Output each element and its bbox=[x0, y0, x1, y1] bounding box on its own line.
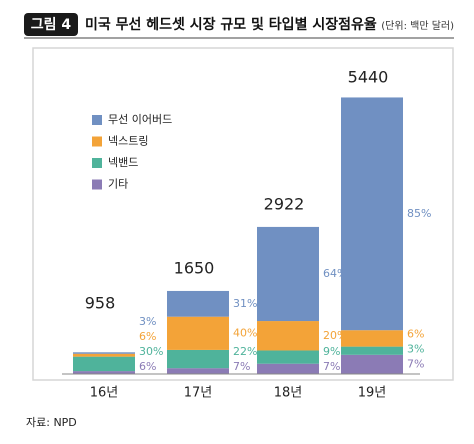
value-label: 3% bbox=[139, 315, 156, 328]
bar-segment bbox=[257, 321, 319, 351]
badge-bg bbox=[24, 13, 78, 36]
legend-label: 무선 이어버드 bbox=[108, 113, 172, 126]
legend-label: 기타 bbox=[108, 178, 128, 191]
value-label: 9% bbox=[323, 345, 340, 358]
legend-label: 넥밴드 bbox=[108, 156, 138, 169]
value-label: 85% bbox=[407, 207, 431, 220]
title: 미국 무선 헤드셋 시장 규모 및 타입별 시장점유율 bbox=[85, 16, 377, 33]
unit: (단위: 백만 달러) bbox=[381, 19, 454, 32]
value-label: 3% bbox=[407, 342, 424, 355]
x-tick-label: 19년 bbox=[358, 386, 387, 401]
bar-segment bbox=[167, 316, 229, 350]
total-label: 1650 bbox=[174, 258, 215, 277]
bar-segment bbox=[257, 350, 319, 364]
total-label: 5440 bbox=[348, 68, 389, 87]
bar-segment bbox=[341, 346, 403, 355]
bar-segment bbox=[73, 352, 135, 354]
bar-segment bbox=[341, 330, 403, 347]
bar-segment bbox=[257, 226, 319, 322]
x-tick-label: 17년 bbox=[184, 386, 213, 401]
value-label: 7% bbox=[407, 357, 424, 370]
value-label: 6% bbox=[139, 360, 156, 373]
value-label: 30% bbox=[139, 345, 163, 358]
value-label: 6% bbox=[139, 330, 156, 343]
legend-label: 넥스트링 bbox=[108, 135, 148, 148]
bar-segment bbox=[341, 97, 403, 331]
source: 자료: NPD bbox=[26, 416, 77, 429]
legend-swatch bbox=[92, 179, 102, 190]
value-label: 7% bbox=[323, 360, 340, 373]
bar-segment bbox=[73, 371, 135, 374]
bar-segment bbox=[73, 356, 135, 372]
bar-segment bbox=[341, 354, 403, 374]
total-label: 958 bbox=[85, 293, 116, 312]
value-label: 40% bbox=[233, 326, 257, 339]
bar-segment bbox=[257, 363, 319, 374]
bar-segment bbox=[167, 368, 229, 374]
legend-swatch bbox=[92, 136, 102, 147]
bar-segment bbox=[73, 353, 135, 357]
legend-swatch bbox=[92, 158, 102, 168]
x-tick-label: 16년 bbox=[90, 386, 119, 401]
legend-swatch bbox=[92, 115, 102, 125]
badge: 그림 4 bbox=[31, 17, 72, 33]
value-label: 7% bbox=[233, 360, 250, 373]
value-label: 31% bbox=[233, 297, 257, 310]
bar-segment bbox=[167, 349, 229, 369]
value-label: 6% bbox=[407, 327, 424, 340]
total-label: 2922 bbox=[264, 194, 305, 213]
value-label: 22% bbox=[233, 345, 257, 358]
x-tick-label: 18년 bbox=[274, 386, 303, 401]
bar-segment bbox=[167, 290, 229, 317]
